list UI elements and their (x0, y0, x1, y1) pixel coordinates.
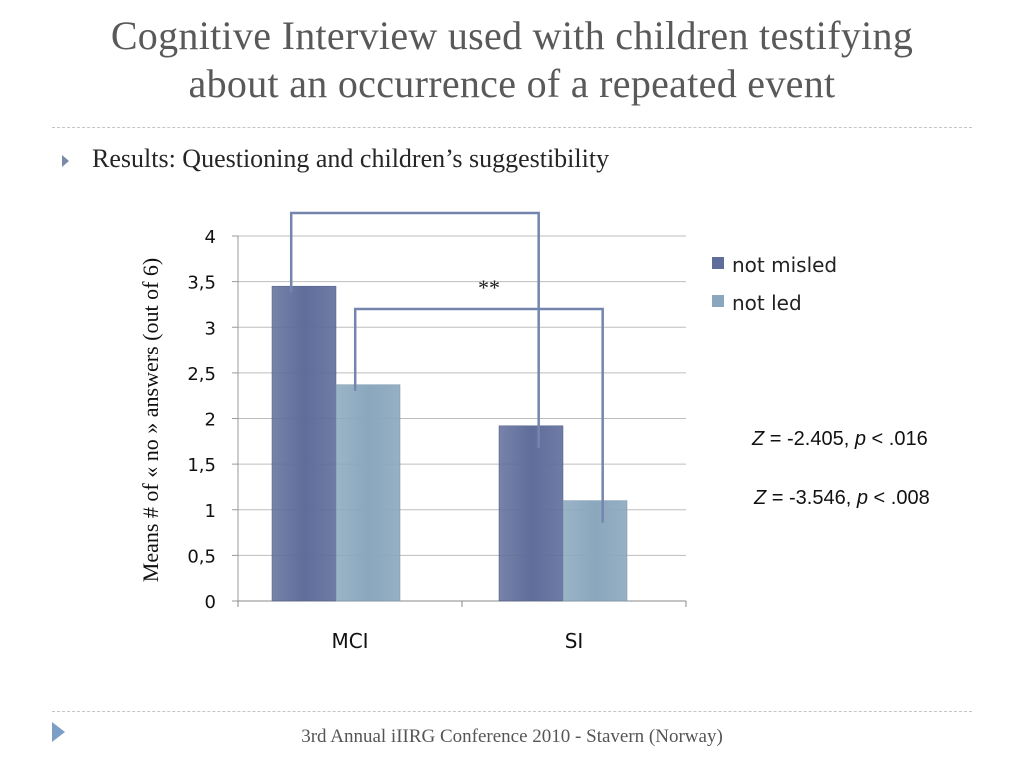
significance-bracket-not-misled (289, 211, 540, 448)
y-tick-label: 2 (205, 410, 216, 431)
legend-label: not led (732, 291, 802, 315)
significance-brackets (289, 211, 604, 523)
bar-si-not-led (562, 500, 628, 602)
stat-2-z-value: = -3.546, (766, 487, 857, 509)
y-axis-label: Means # of « no » answers (out of 6) (138, 258, 163, 582)
y-tick-labels: 0 0,5 1 1,5 2 2,5 3 3,5 4 (187, 227, 216, 613)
y-tick-label: 2,5 (187, 364, 216, 385)
bar-mci-not-led (335, 384, 401, 602)
stat-1-z-label: Z (752, 428, 765, 450)
bottom-divider (52, 711, 972, 712)
top-divider (52, 127, 972, 128)
y-tick-label: 0,5 (187, 546, 216, 567)
y-tick-label: 3 (205, 318, 216, 339)
footer-arrow-icon (52, 722, 65, 742)
stat-1-z-value: = -2.405, (764, 428, 855, 450)
bar-si-not-misled (498, 425, 564, 602)
y-tick-label: 4 (205, 227, 216, 248)
y-tick-label: 1,5 (187, 455, 216, 476)
bar-mci-not-misled (271, 285, 337, 602)
bullet-triangle-icon (62, 155, 69, 167)
footer-text: 3rd Annual iIIRG Conference 2010 - Stave… (301, 726, 723, 747)
y-tick-label: 3,5 (187, 273, 216, 294)
significance-bracket-not-led (353, 307, 604, 523)
legend: not misled not led (712, 253, 837, 315)
x-category-label: SI (565, 629, 584, 653)
bars (271, 285, 628, 602)
stat-2-p-label: p (856, 487, 868, 509)
y-tick-label: 0 (205, 592, 216, 613)
stat-line-2: Z = -3.546, p < .008 (754, 487, 930, 510)
bullet-text: Results: Questioning and children’s sugg… (92, 144, 610, 173)
significance-annotation: ** (478, 275, 500, 300)
legend-swatch (712, 295, 724, 307)
slide-title-line-1: Cognitive Interview used with children t… (110, 13, 914, 58)
slide-title-line-2: about an occurrence of a repeated event (188, 61, 836, 106)
stat-2-z-label: Z (754, 487, 767, 509)
slide-title: Cognitive Interview used with children t… (0, 12, 1024, 108)
stat-2-p-value: < .008 (867, 487, 930, 509)
y-tick-label: 1 (205, 501, 216, 522)
legend-swatch (712, 257, 724, 269)
legend-label: not misled (732, 253, 837, 277)
stat-1-p-label: p (854, 428, 866, 450)
stat-line-1: Z = -2.405, p < .016 (752, 428, 928, 451)
stat-1-p-value: < .016 (865, 428, 928, 450)
x-category-label: MCI (331, 629, 368, 653)
x-category-labels: MCI SI (331, 629, 583, 653)
